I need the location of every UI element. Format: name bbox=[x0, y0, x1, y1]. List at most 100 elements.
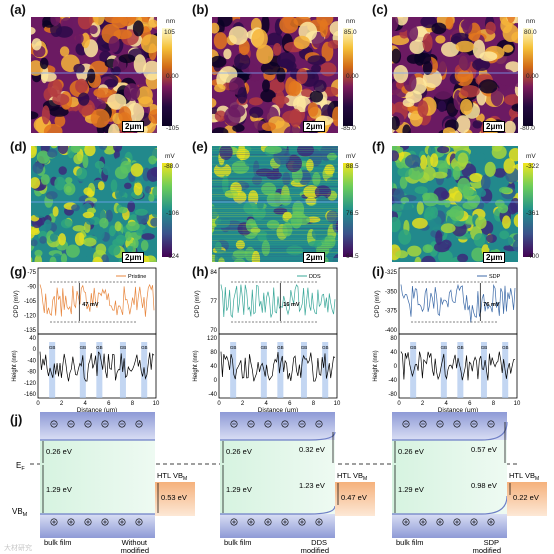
y-axis-label: Height (nm) bbox=[373, 350, 379, 381]
grain bbox=[475, 216, 487, 229]
grain bbox=[151, 210, 157, 218]
scan-line bbox=[212, 150, 338, 151]
energy-label-bend: 0.32 eV bbox=[299, 445, 325, 454]
grain bbox=[97, 181, 105, 191]
colorbar-min: -105 bbox=[166, 125, 180, 132]
scale-bar: 2μm bbox=[303, 252, 326, 263]
y-tick-label: 77 bbox=[210, 299, 217, 305]
grain bbox=[31, 239, 38, 247]
y-tick-label: -400 bbox=[385, 328, 398, 334]
grain bbox=[40, 174, 50, 185]
scan-line bbox=[212, 218, 338, 219]
colorbar-min: -80.0 bbox=[520, 125, 535, 132]
grain bbox=[136, 228, 143, 236]
grain bbox=[31, 111, 39, 120]
scan-line bbox=[212, 202, 338, 203]
grain bbox=[232, 124, 245, 133]
x-tick-label: 4 bbox=[84, 401, 88, 407]
y-axis-label: CPD (mV) bbox=[195, 290, 201, 317]
colorbar-mid: 0.00 bbox=[346, 73, 359, 80]
grain bbox=[432, 171, 448, 179]
grain-boundary-band bbox=[457, 342, 464, 398]
grain bbox=[52, 206, 59, 217]
grain-boundary-label: GB bbox=[120, 345, 127, 350]
annotation-text: 76 mV bbox=[483, 302, 500, 308]
y-tick-label: 0 bbox=[394, 364, 398, 370]
grain bbox=[417, 52, 432, 65]
grain bbox=[235, 240, 245, 250]
grain bbox=[75, 78, 88, 94]
grain bbox=[288, 80, 301, 97]
scan-line bbox=[212, 216, 338, 217]
grain bbox=[60, 253, 68, 262]
grain bbox=[434, 242, 450, 253]
grain-boundary-band bbox=[300, 342, 307, 398]
sample-label-modified: modified bbox=[301, 546, 329, 554]
grain bbox=[479, 51, 498, 62]
colorbar-max: 85.0 bbox=[344, 29, 357, 36]
grain bbox=[511, 76, 518, 88]
x-tick-label: 2 bbox=[241, 401, 245, 407]
grain-boundary-label: GB bbox=[261, 345, 268, 350]
grain bbox=[408, 166, 424, 180]
y-tick-label: -40 bbox=[388, 378, 397, 384]
grain bbox=[212, 55, 227, 68]
grain bbox=[329, 21, 338, 36]
energy-label-mid: 0.98 eV bbox=[471, 481, 497, 490]
height-profile-line bbox=[400, 351, 516, 381]
colorbar-min: -124 bbox=[166, 253, 180, 260]
hole-symbol bbox=[118, 518, 126, 526]
colorbar-max: 105 bbox=[164, 29, 175, 36]
grain bbox=[314, 185, 332, 199]
hole-symbol bbox=[281, 518, 289, 526]
grain bbox=[132, 20, 144, 37]
x-axis-label: Distance (μm) bbox=[438, 407, 479, 412]
grain-boundary-band bbox=[440, 342, 447, 398]
grain bbox=[513, 214, 518, 228]
grain-boundary-label: GB bbox=[301, 345, 308, 350]
grain bbox=[260, 89, 276, 103]
y-tick-label: -350 bbox=[385, 289, 398, 295]
grain bbox=[445, 177, 456, 189]
electron-symbol bbox=[118, 420, 126, 428]
electron-symbol bbox=[419, 420, 427, 428]
grain bbox=[455, 115, 471, 133]
grain bbox=[60, 218, 73, 229]
grain bbox=[453, 190, 463, 203]
electron-symbol bbox=[230, 420, 238, 428]
hole-symbol bbox=[247, 518, 255, 526]
colorbar-max: 80.0 bbox=[524, 29, 537, 36]
cbm-edge bbox=[220, 431, 336, 441]
grain bbox=[218, 257, 225, 262]
grain bbox=[283, 125, 302, 133]
electron-symbol bbox=[315, 420, 323, 428]
electron-symbol bbox=[67, 420, 75, 428]
electron-symbol bbox=[436, 420, 444, 428]
scale-bar: 2μm bbox=[303, 121, 326, 132]
grain bbox=[398, 229, 412, 245]
grain bbox=[273, 43, 282, 56]
grain bbox=[90, 108, 110, 128]
grain bbox=[319, 62, 337, 77]
y-tick-label: 80 bbox=[210, 350, 217, 356]
electron-symbol bbox=[264, 420, 272, 428]
grain bbox=[412, 217, 428, 229]
panel-label-i: (i) bbox=[372, 264, 385, 279]
grain bbox=[487, 241, 498, 251]
x-tick-label: 0 bbox=[217, 401, 221, 407]
grain bbox=[41, 105, 50, 125]
grain bbox=[78, 250, 88, 258]
y-axis-label: CPD (mV) bbox=[14, 290, 20, 317]
grain bbox=[54, 114, 66, 128]
grain bbox=[55, 26, 73, 38]
grain-boundary-label: GB bbox=[457, 345, 464, 350]
grain bbox=[59, 46, 70, 57]
grain bbox=[434, 88, 452, 100]
grain bbox=[102, 162, 113, 176]
electron-symbol bbox=[487, 420, 495, 428]
y-tick-label: 80 bbox=[390, 336, 397, 342]
x-tick-label: 2 bbox=[421, 401, 425, 407]
colorbar-unit: nm bbox=[346, 18, 356, 25]
grain bbox=[282, 222, 293, 237]
grain bbox=[212, 98, 217, 108]
